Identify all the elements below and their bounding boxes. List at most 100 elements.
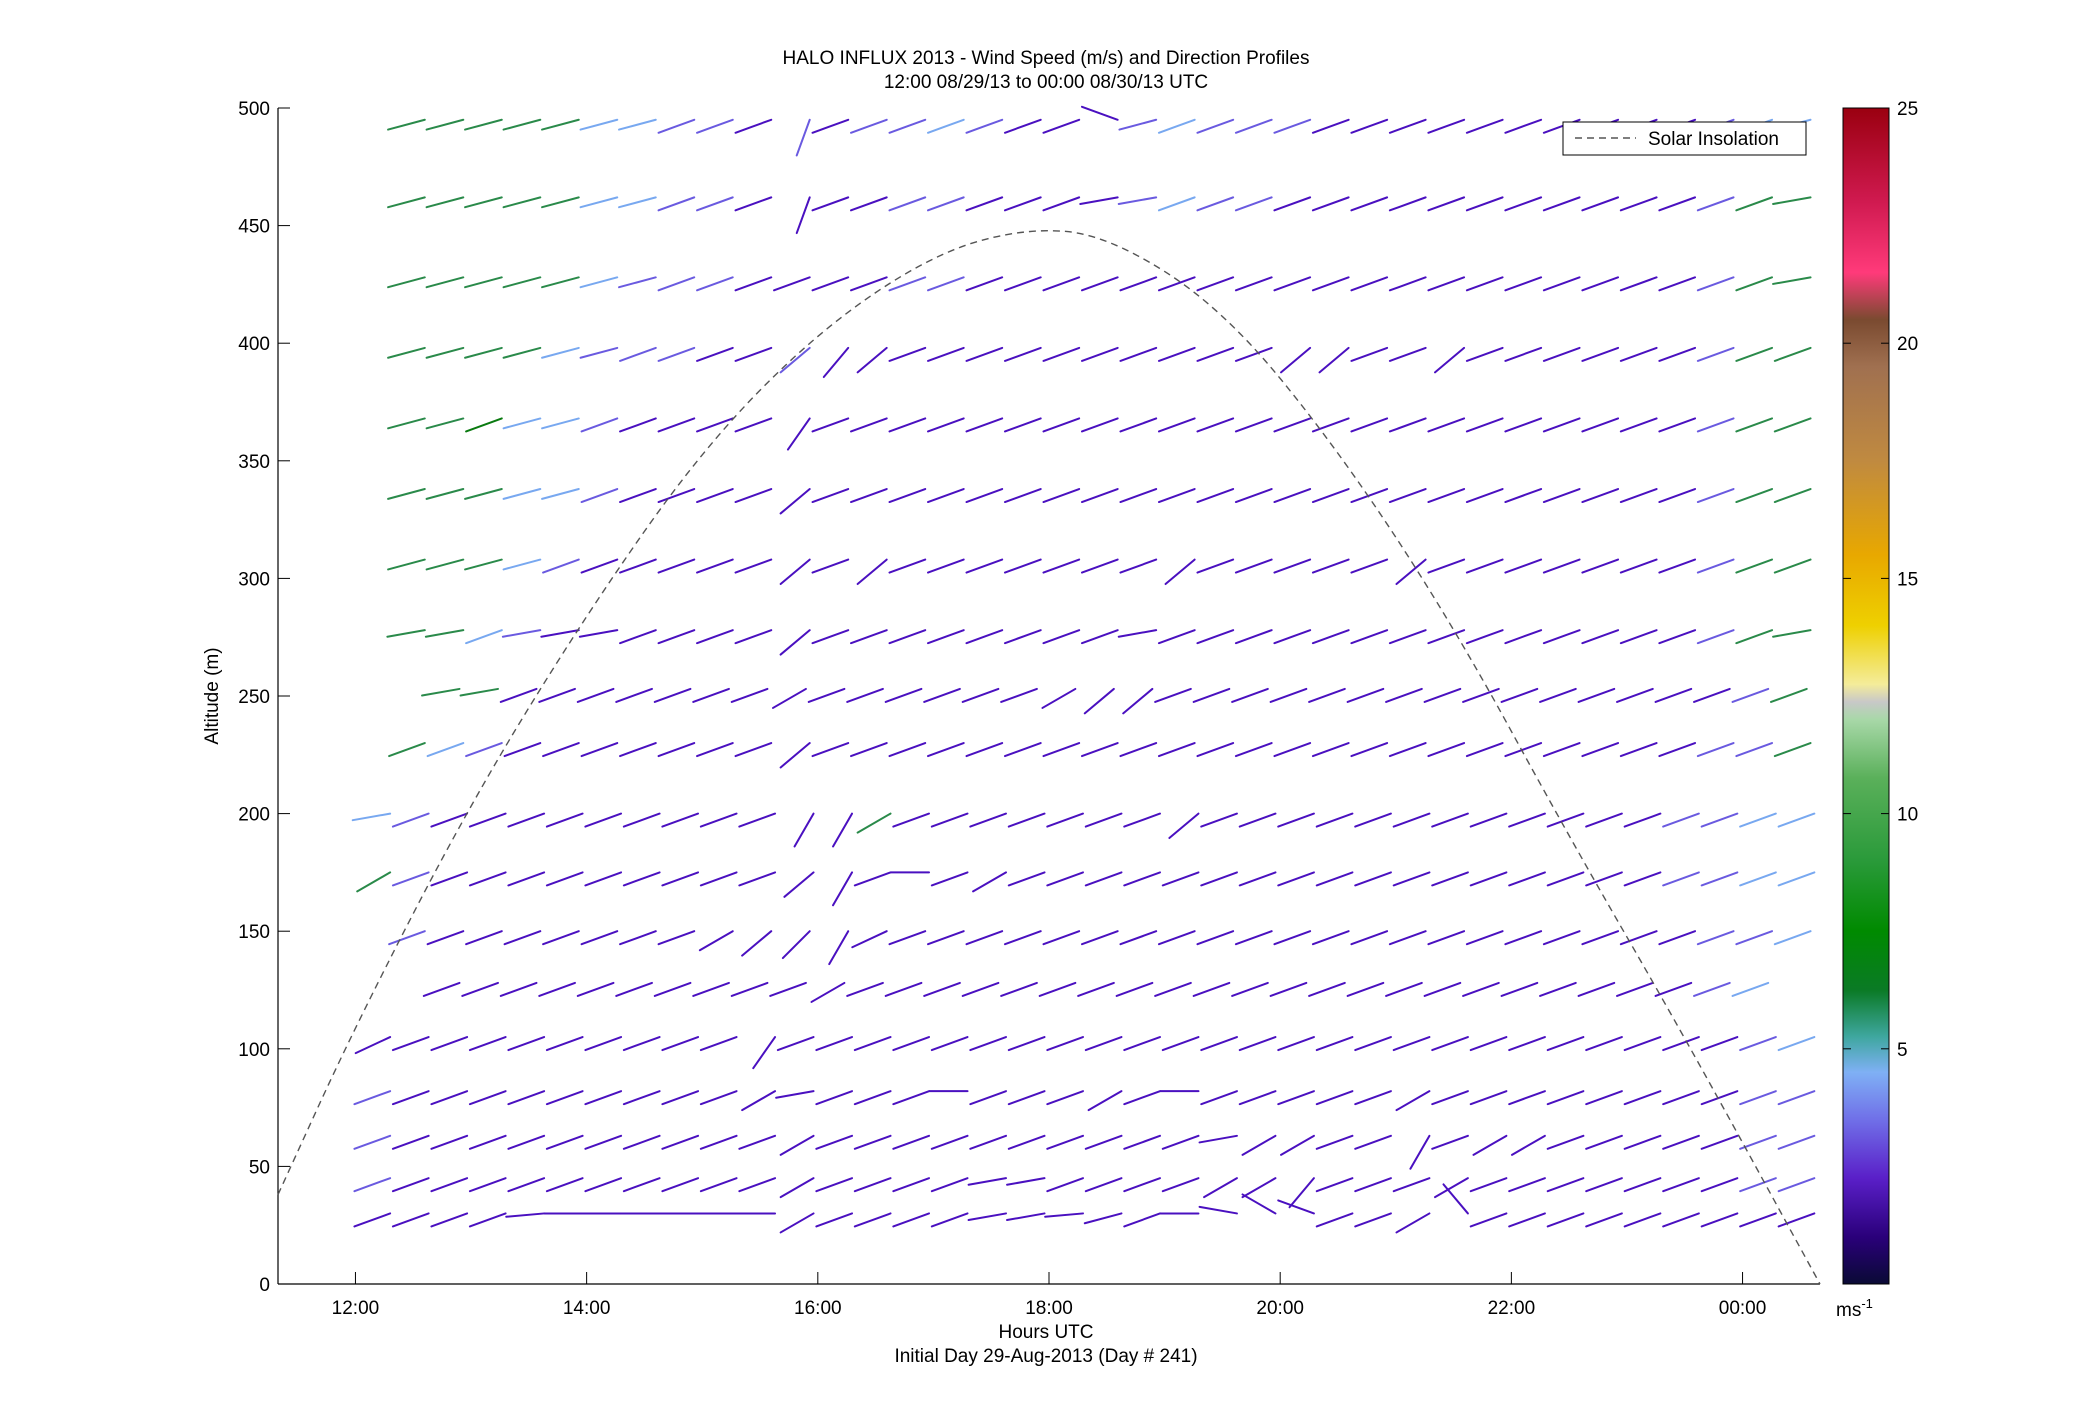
wind-vector: [1077, 981, 1115, 997]
wind-vector: [391, 1212, 430, 1228]
wind-vector: [1462, 687, 1500, 703]
wind-vector: [1739, 812, 1777, 828]
wind-vector: [1346, 687, 1385, 703]
wind-vector: [1700, 812, 1739, 828]
wind-vector: [1735, 417, 1774, 433]
wind-vector: [465, 742, 503, 758]
wind-vector: [1696, 346, 1735, 362]
wind-vector: [1277, 1090, 1315, 1106]
wind-vector: [1003, 558, 1042, 574]
wind-vector: [1157, 276, 1196, 292]
wind-vector: [1087, 1090, 1123, 1112]
wind-vector: [930, 1177, 969, 1193]
wind-vector: [1433, 1177, 1469, 1199]
wind-vector: [1123, 1212, 1161, 1228]
wind-vector: [1350, 118, 1389, 134]
wind-vector: [1277, 1036, 1315, 1052]
wind-vector: [1192, 981, 1231, 997]
wind-vector: [1168, 812, 1200, 840]
wind-vector: [1581, 930, 1620, 946]
wind-vector: [1231, 687, 1269, 703]
wind-vector: [501, 629, 542, 638]
wind-vector: [584, 871, 623, 887]
wind-vector: [1542, 196, 1581, 212]
wind-vector: [1084, 1134, 1123, 1150]
wind-vector: [653, 981, 692, 997]
wind-vector: [1046, 1036, 1084, 1052]
wind-vector: [926, 930, 965, 946]
wind-vector: [1042, 558, 1081, 574]
wind-vector: [1042, 417, 1081, 433]
wind-vector: [1007, 812, 1046, 828]
wind-vector: [1046, 871, 1084, 887]
wind-vector: [811, 488, 850, 504]
wind-vector: [1465, 930, 1504, 946]
wind-vector: [657, 930, 696, 946]
wind-vector: [507, 1090, 546, 1106]
wind-vector: [1119, 417, 1158, 433]
wind-vector: [1427, 930, 1466, 946]
wind-vector: [430, 1212, 469, 1228]
wind-vector: [1700, 1090, 1739, 1106]
wind-vector: [1772, 276, 1812, 285]
wind-vector: [1619, 930, 1658, 946]
wind-vector: [1280, 346, 1312, 374]
wind-vector: [657, 629, 696, 645]
wind-vector: [1392, 1036, 1431, 1052]
wind-vector: [1315, 1090, 1354, 1106]
wind-vector: [1192, 687, 1231, 703]
wind-vector: [815, 1212, 854, 1228]
wind-vector: [545, 1090, 584, 1106]
wind-vector: [1735, 488, 1774, 504]
wind-vector: [734, 558, 773, 574]
wind-vector: [1623, 1212, 1662, 1228]
wind-vector: [888, 488, 927, 504]
wind-vector: [696, 558, 734, 574]
wind-vector: [507, 1177, 546, 1193]
wind-vector: [828, 930, 850, 966]
x-axis-ticks: 12:00 14:00 16:00 18:00 20:00 22:00 00:00: [332, 1272, 1766, 1319]
wind-vector: [661, 1090, 700, 1106]
wind-vector: [1731, 981, 1770, 997]
wind-vector: [926, 488, 965, 504]
wind-vector: [1427, 629, 1466, 645]
wind-vector: [696, 346, 734, 362]
wind-vector: [1777, 1090, 1816, 1106]
wind-vector: [1354, 1212, 1392, 1228]
wind-vector: [1350, 488, 1389, 504]
x-tick-label: 12:00: [332, 1298, 380, 1319]
wind-vector: [1119, 488, 1158, 504]
wind-vector: [1311, 558, 1350, 574]
wind-vector: [1311, 118, 1350, 134]
wind-vector: [1354, 1134, 1392, 1150]
wind-vector: [926, 346, 965, 362]
wind-vector: [619, 629, 657, 645]
wind-vector: [1508, 871, 1546, 887]
wind-vector: [1658, 629, 1697, 645]
wind-vector: [734, 346, 773, 362]
wind-vector: [1311, 196, 1350, 212]
wind-vector: [387, 558, 426, 571]
wind-vector: [1003, 629, 1042, 645]
wind-vector: [1388, 417, 1427, 433]
wind-vector: [1619, 276, 1658, 292]
wind-vector: [657, 276, 696, 292]
wind-vector: [1581, 629, 1620, 645]
wind-vector: [391, 1134, 430, 1150]
wind-vector: [884, 687, 923, 703]
x-tick-label: 22:00: [1488, 1298, 1536, 1319]
wind-vector: [1504, 276, 1543, 292]
wind-vector: [619, 488, 657, 504]
wind-vector: [1234, 196, 1273, 212]
wind-vector: [1388, 930, 1427, 946]
wind-vector: [1773, 488, 1812, 504]
wind-vector: [1581, 558, 1620, 574]
wind-vector: [1080, 629, 1119, 645]
wind-vector: [622, 871, 661, 887]
colorbar-gradient: [1842, 107, 1890, 1285]
y-tick-label: 100: [238, 1040, 270, 1061]
wind-vector: [1388, 742, 1427, 758]
wind-vector: [1238, 812, 1277, 828]
wind-vector: [1311, 276, 1350, 292]
wind-vector: [507, 1134, 546, 1150]
